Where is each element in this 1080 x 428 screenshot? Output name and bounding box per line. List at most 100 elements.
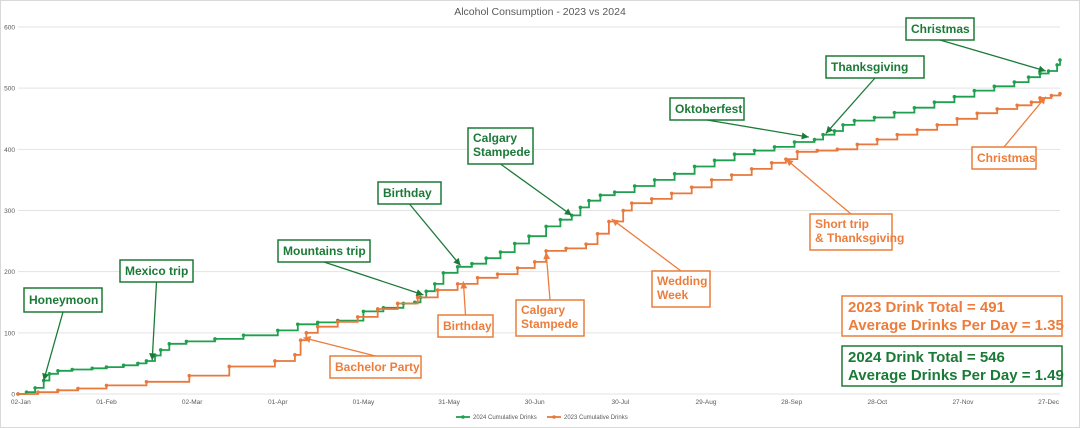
data-point bbox=[56, 368, 60, 373]
data-point bbox=[821, 132, 825, 137]
annotation-box bbox=[119, 259, 194, 283]
annotation-arrowhead bbox=[149, 353, 157, 361]
data-point bbox=[375, 307, 380, 311]
data-point bbox=[16, 392, 20, 396]
annotation-leader bbox=[303, 337, 376, 357]
annotation-text: Mexico trip bbox=[125, 264, 188, 278]
annotation-text: Stampede bbox=[473, 145, 531, 159]
annotation-arrowhead bbox=[1038, 96, 1046, 105]
annotation-box bbox=[515, 299, 585, 337]
data-point bbox=[852, 118, 857, 123]
annotation-birthday23: Birthday bbox=[437, 281, 494, 338]
annotation-box bbox=[669, 97, 745, 121]
x-tick-label: 02-Jan bbox=[11, 399, 31, 406]
data-point bbox=[213, 337, 217, 341]
data-point bbox=[1015, 103, 1019, 108]
data-point bbox=[355, 315, 360, 319]
annotation-leader bbox=[939, 39, 1046, 72]
data-point bbox=[872, 115, 877, 120]
data-point bbox=[304, 331, 309, 335]
annotation-text: Stampede bbox=[521, 317, 579, 331]
data-point bbox=[1058, 91, 1062, 96]
data-point bbox=[136, 361, 140, 366]
grid bbox=[18, 26, 1060, 395]
data-point bbox=[692, 164, 697, 169]
data-point bbox=[484, 256, 488, 261]
annotation-leader bbox=[151, 281, 158, 361]
data-point bbox=[935, 123, 940, 127]
annotation-bachelor: Bachelor Party bbox=[303, 336, 422, 379]
annotation-box bbox=[971, 146, 1037, 170]
annotation-box bbox=[377, 181, 442, 205]
data-point bbox=[433, 282, 437, 286]
data-point bbox=[1029, 100, 1034, 105]
data-point bbox=[749, 167, 754, 171]
data-point bbox=[672, 172, 677, 176]
data-point bbox=[895, 132, 900, 137]
data-point bbox=[527, 234, 531, 238]
y-tick-label: 300 bbox=[4, 208, 15, 215]
annotation-arrowhead bbox=[801, 132, 809, 140]
data-point bbox=[1055, 63, 1059, 67]
data-point bbox=[498, 250, 503, 254]
x-tick-label: 28-Sep bbox=[781, 399, 802, 406]
y-tick-label: 600 bbox=[4, 25, 15, 32]
annotation-text: Birthday bbox=[383, 186, 432, 200]
series-0 bbox=[16, 58, 1062, 396]
data-point bbox=[769, 160, 774, 165]
data-point bbox=[395, 301, 400, 306]
data-point bbox=[632, 184, 637, 188]
data-point bbox=[470, 261, 474, 266]
x-tick-label: 01-Feb bbox=[96, 399, 117, 406]
data-point bbox=[875, 137, 880, 142]
annotation-box bbox=[809, 213, 893, 251]
annotation-mountains: Mountains trip bbox=[277, 239, 424, 297]
data-point bbox=[649, 197, 654, 201]
annotation-thanksgiving24: Thanksgiving bbox=[825, 55, 925, 134]
data-point bbox=[995, 107, 999, 111]
annotation-leader bbox=[500, 163, 573, 216]
data-point bbox=[709, 178, 714, 182]
data-point bbox=[598, 193, 603, 198]
annotation-arrowhead bbox=[1038, 65, 1046, 73]
data-point bbox=[293, 353, 297, 357]
data-point bbox=[475, 275, 480, 280]
annotation-arrowhead bbox=[785, 159, 794, 167]
annotation-arrowhead bbox=[453, 257, 461, 266]
y-tick-label: 500 bbox=[4, 86, 15, 93]
chart-title: Alcohol Consumption - 2023 vs 2024 bbox=[454, 6, 626, 18]
data-point bbox=[912, 105, 917, 110]
data-point bbox=[689, 185, 694, 190]
annotation-arrowhead bbox=[543, 252, 551, 260]
annotation-arrowhead bbox=[42, 372, 49, 381]
data-point bbox=[544, 249, 548, 253]
data-point bbox=[952, 94, 957, 99]
data-point bbox=[972, 88, 977, 93]
annotation-leader bbox=[825, 77, 876, 134]
data-point bbox=[1058, 58, 1062, 62]
data-point bbox=[241, 333, 246, 338]
y-tick-label: 0 bbox=[11, 392, 15, 399]
data-point bbox=[121, 363, 126, 368]
annotation-text: Honeymoon bbox=[29, 293, 98, 307]
data-point bbox=[832, 129, 837, 133]
axes: 0 100 200 300 400 500 600 02-Jan 01-Feb 02-Mar 01-… bbox=[4, 25, 1060, 407]
data-point bbox=[584, 242, 588, 246]
summary-total: 2024 Drink Total = 546 bbox=[848, 349, 1005, 366]
data-point bbox=[495, 272, 500, 276]
data-point bbox=[612, 190, 617, 194]
data-point bbox=[855, 142, 860, 147]
data-point bbox=[932, 100, 937, 105]
legend-swatch-marker bbox=[552, 415, 556, 419]
data-point bbox=[33, 386, 37, 390]
annotation-christmas23: Christmas bbox=[971, 96, 1047, 170]
data-point bbox=[24, 390, 29, 394]
data-point bbox=[532, 260, 537, 264]
